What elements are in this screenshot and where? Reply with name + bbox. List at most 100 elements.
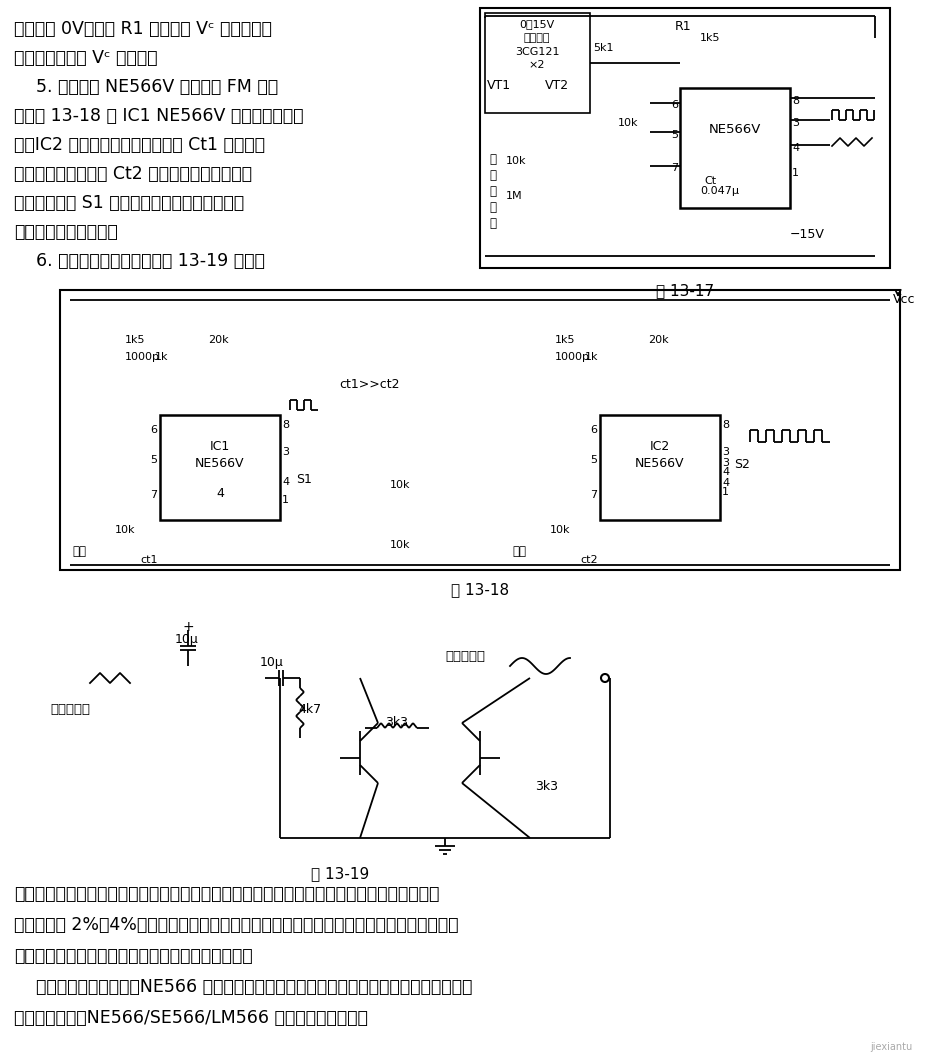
Text: 6: 6 [590,425,596,435]
Text: IC2: IC2 [649,440,669,453]
Text: 4: 4 [721,467,729,477]
Text: +: + [182,620,194,635]
Text: 0～15V: 0～15V [519,19,554,30]
Text: 1k: 1k [584,352,598,362]
Text: 压近似为 0V，所以 R1 的电流与 Vᶜ 成正比，同: 压近似为 0V，所以 R1 的电流与 Vᶜ 成正比，同 [14,20,272,38]
Text: 端: 端 [489,217,496,230]
Text: 时振荡频率也与 Vᶜ 成正比。: 时振荡频率也与 Vᶜ 成正比。 [14,48,158,67]
Text: 3: 3 [791,118,798,128]
Text: 输出调制可用 S1 来选择方波和三角波，实现方: 输出调制可用 S1 来选择方波和三角波，实现方 [14,194,244,212]
Text: 6. 构成正弦波发生器。用图 13-19 所示最: 6. 构成正弦波发生器。用图 13-19 所示最 [14,252,264,270]
Text: 5k1: 5k1 [592,43,613,53]
Text: 8: 8 [791,96,798,106]
Text: 8: 8 [282,419,289,430]
Text: 8: 8 [721,419,729,430]
Text: ct2: ct2 [579,555,597,565]
Text: Vᴄᴄ: Vᴄᴄ [892,293,915,306]
Text: 1: 1 [791,168,798,178]
Text: 10k: 10k [505,156,526,165]
Text: 20k: 20k [208,335,228,345]
Text: NE566V: NE566V [708,123,760,136]
Text: 1: 1 [282,495,288,505]
Text: 调制频率范围，选择 Ct2 确定载波的中心频率，: 调制频率范围，选择 Ct2 确定载波的中心频率， [14,165,252,183]
Text: 4: 4 [216,487,223,500]
Bar [159,415,280,520]
Text: 6: 6 [670,100,678,110]
Text: 6: 6 [150,425,157,435]
Text: 7: 7 [150,490,157,500]
Text: 4: 4 [721,479,729,488]
Text: 波形失真在 2%～4%之间，当然也可以利用其它波形变换电路，如二极管－电阔阵进行逐段: 波形失真在 2%～4%之间，当然也可以利用其它波形变换电路，如二极管－电阔阵进行… [14,916,458,934]
Text: 整: 整 [489,201,496,214]
Text: 1M: 1M [505,191,522,201]
Text: 20k: 20k [647,335,668,345]
Text: 1k5: 1k5 [125,335,146,345]
Text: 3k3: 3k3 [385,716,408,729]
Text: 1k5: 1k5 [554,335,575,345]
Text: Ct: Ct [704,176,716,186]
Text: S2: S2 [733,458,749,471]
Text: 5. 利用两只 NE566V 构成低频 FM 发生: 5. 利用两只 NE566V 构成低频 FM 发生 [14,78,278,96]
Text: 10k: 10k [550,525,570,535]
Text: 3: 3 [282,447,288,457]
Text: NE566V: NE566V [195,457,245,470]
Text: 正弦波输出: 正弦波输出 [445,650,485,663]
Text: 图 13-19: 图 13-19 [311,866,369,881]
Text: 7: 7 [670,163,678,173]
Text: 5: 5 [670,130,678,140]
Text: −15V: −15V [789,228,824,241]
Bar [600,415,719,520]
Text: 3k3: 3k3 [535,780,557,793]
Text: 调: 调 [489,186,496,198]
Text: 1: 1 [721,487,729,497]
Text: 4: 4 [791,143,798,153]
Bar [479,8,889,268]
Bar [485,13,590,113]
Text: 作为函数发生器电路，NE566 具有价格低廉、电路简单、控制线性度高等优点，很适用于: 作为函数发生器电路，NE566 具有价格低廉、电路简单、控制线性度高等优点，很适… [14,978,472,996]
Text: 控制电压: 控制电压 [523,33,550,43]
Text: 5: 5 [150,455,157,465]
Text: 3: 3 [721,458,729,468]
Text: 低频: 低频 [72,545,86,558]
Text: 用，IC2 工作在载波信号上。选择 Ct1 是以确定: 用，IC2 工作在载波信号上。选择 Ct1 是以确定 [14,136,265,154]
Text: 1000p: 1000p [125,352,159,362]
Text: 10k: 10k [389,480,410,490]
Text: 图 13-18: 图 13-18 [451,582,509,597]
Text: 载频: 载频 [512,545,526,558]
Text: 1k: 1k [155,352,169,362]
Text: 频: 频 [489,169,496,182]
Text: 10k: 10k [115,525,135,535]
Text: 10μ: 10μ [260,656,284,669]
Bar [60,290,899,570]
Text: 10μ: 10μ [175,633,198,646]
Text: NE566V: NE566V [635,457,684,470]
Text: 器。图 13-18 中 IC1 NE566V 作调制信号产生: 器。图 13-18 中 IC1 NE566V 作调制信号产生 [14,108,303,125]
Text: 4: 4 [282,477,289,487]
Text: 1k5: 1k5 [699,33,719,43]
Text: 图 13-17: 图 13-17 [655,284,713,298]
Text: 波调制和三角波调频。: 波调制和三角波调频。 [14,223,118,241]
Text: ×2: ×2 [528,60,545,70]
Text: IC1: IC1 [210,440,230,453]
Text: 3: 3 [721,447,729,457]
Text: 5: 5 [590,455,596,465]
Text: R1: R1 [674,20,691,33]
Text: S1: S1 [296,473,311,486]
Text: VT2: VT2 [544,79,568,92]
Text: 4k7: 4k7 [298,703,321,716]
Text: ct1: ct1 [140,555,158,565]
Text: jiexiantu: jiexiantu [870,1042,911,1052]
Text: 10k: 10k [389,540,410,550]
Text: 逼近整形输出正弦波等等，但电路将会更加复杂化。: 逼近整形输出正弦波等等，但电路将会更加复杂化。 [14,946,252,965]
Text: VT1: VT1 [487,79,511,92]
Text: 1000p: 1000p [554,352,590,362]
Text: ct1>>ct2: ct1>>ct2 [339,378,400,391]
Bar [679,87,789,208]
Text: 7: 7 [590,490,596,500]
Text: 0.047μ: 0.047μ [699,186,738,196]
Text: 3CG121: 3CG121 [514,47,559,57]
Text: 简单的正弦波转换器构成三角波－正弦波变换电路，能完成一般教学用信号发生器的作用，其: 简单的正弦波转换器构成三角波－正弦波变换电路，能完成一般教学用信号发生器的作用，… [14,885,438,903]
Text: 三角波输入: 三角波输入 [50,703,90,716]
Text: 10k: 10k [616,118,638,128]
Text: 低: 低 [489,153,496,165]
